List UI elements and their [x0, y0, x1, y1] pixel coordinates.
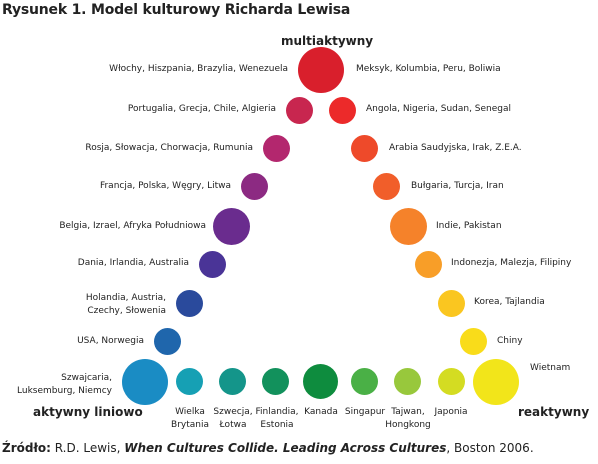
circle-left-1 [286, 97, 313, 124]
label-left-8b: Luksemburg, Niemcy [17, 386, 112, 396]
figure-title: Rysunek 1. Model kulturowy Richarda Lewi… [2, 2, 351, 18]
circle-left-4 [213, 208, 250, 245]
label-left-5: Dania, Irlandia, Australia [77, 258, 189, 268]
circle-left-3 [241, 173, 268, 200]
circle-bottom-5 [351, 368, 378, 395]
circle-right-7 [460, 328, 487, 355]
circle-left-7 [154, 328, 181, 355]
source-book: When Cultures Collide. Leading Across Cu… [124, 441, 447, 455]
pole-linear-active: aktywny liniowo [33, 405, 143, 419]
label-bottom-7: Japonia [434, 407, 468, 417]
source-rest: , Boston 2006. [446, 441, 534, 455]
label-bottom-4: Kanada [304, 407, 338, 417]
source-lead: Źródło: [2, 441, 51, 455]
circle-left-6 [176, 290, 203, 317]
circle-right-1 [329, 97, 356, 124]
label-left-top: Włochy, Hiszpania, Brazylia, Wenezuela [109, 64, 288, 74]
label-right-3: Bułgaria, Turcja, Iran [411, 181, 504, 191]
circle-multiactive-top [298, 47, 344, 93]
label-right-2: Arabia Saudyjska, Irak, Z.E.A. [389, 143, 522, 153]
circle-left-8 [122, 359, 168, 405]
label-right-1: Angola, Nigeria, Sudan, Senegal [366, 104, 512, 114]
label-right-8: Wietnam [530, 363, 571, 373]
label-left-6b: Czechy, Słowenia [87, 306, 166, 316]
source-author: R.D. Lewis, [50, 441, 125, 455]
circle-right-2 [351, 135, 378, 162]
circle-bottom-1 [176, 368, 203, 395]
circle-bottom-6 [394, 368, 421, 395]
circle-right-6 [438, 290, 465, 317]
label-left-6a: Holandia, Austria, [85, 293, 166, 303]
label-right-4: Indie, Pakistan [436, 221, 502, 231]
label-left-4: Belgia, Izrael, Afryka Południowa [59, 221, 206, 231]
label-bottom-1a: Wielka [175, 407, 205, 417]
label-bottom-6b: Hongkong [385, 420, 431, 430]
label-right-top: Meksyk, Kolumbia, Peru, Boliwia [356, 64, 501, 74]
label-bottom-6a: Tajwan, [391, 407, 425, 417]
label-bottom-3a: Finlandia, [255, 407, 299, 417]
circle-left-5 [199, 251, 226, 278]
label-left-3: Francja, Polska, Węgry, Litwa [99, 181, 231, 191]
circle-right-5 [415, 251, 442, 278]
label-bottom-1b: Brytania [171, 420, 209, 430]
label-right-6: Korea, Tajlandia [474, 297, 545, 307]
label-bottom-2b: Łotwa [219, 420, 247, 430]
label-left-7: USA, Norwegia [77, 336, 144, 346]
circle-bottom-7 [438, 368, 465, 395]
circle-left-2 [263, 135, 290, 162]
label-left-2: Rosja, Słowacja, Chorwacja, Rumunia [85, 143, 253, 153]
circle-bottom-4 [303, 364, 338, 399]
label-left-8a: Szwajcaria, [61, 373, 112, 383]
circle-bottom-2 [219, 368, 246, 395]
circle-right-4 [390, 208, 427, 245]
pole-reactive: reaktywny [518, 405, 590, 419]
label-right-7: Chiny [497, 336, 523, 346]
label-bottom-3b: Estonia [260, 420, 294, 430]
pole-multiactive: multiaktywny [281, 34, 374, 48]
source-note: Źródło: R.D. Lewis, When Cultures Collid… [2, 441, 534, 455]
label-right-5: Indonezja, Malezja, Filipiny [451, 258, 572, 268]
label-left-1: Portugalia, Grecja, Chile, Algieria [127, 104, 276, 114]
circle-right-3 [373, 173, 400, 200]
label-bottom-5: Singapur [344, 407, 386, 417]
circle-bottom-8 [473, 359, 519, 405]
label-bottom-2a: Szwecja, [213, 407, 253, 417]
circle-bottom-3 [262, 368, 289, 395]
